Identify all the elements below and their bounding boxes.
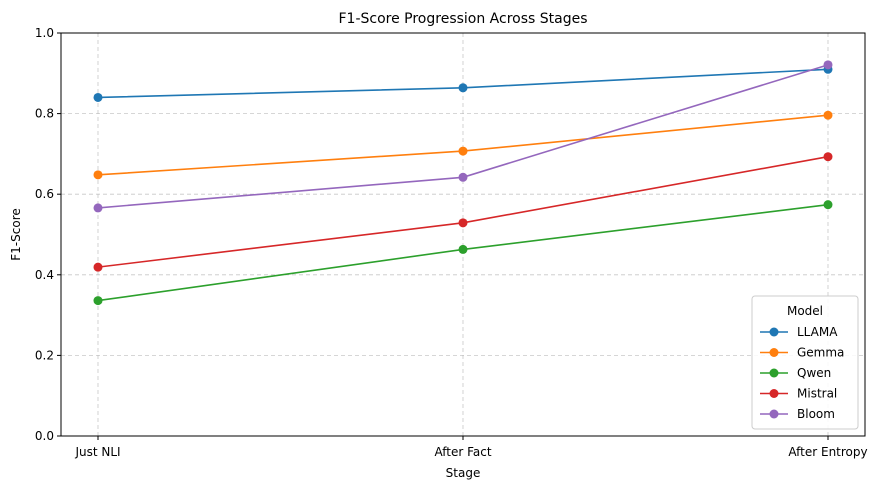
legend-marker-mistral: [769, 389, 779, 398]
data-point-bloom: [93, 203, 103, 213]
legend-marker-gemma: [769, 348, 779, 357]
data-point-gemma: [93, 170, 103, 180]
legend-label-bloom: Bloom: [797, 407, 835, 421]
data-point-bloom: [458, 172, 468, 182]
legend-label-llama: LLAMA: [797, 325, 838, 339]
y-tick-label: 0.6: [35, 187, 54, 201]
data-point-qwen: [823, 200, 833, 210]
legend-label-qwen: Qwen: [797, 366, 831, 380]
x-tick-label: After Fact: [434, 445, 491, 459]
data-point-mistral: [823, 152, 833, 162]
grid: [61, 32, 865, 437]
y-axis-label: F1-Score: [9, 208, 23, 260]
plot-frame: [60, 32, 866, 437]
y-tick-label: 0.2: [35, 348, 54, 362]
legend-label-mistral: Mistral: [797, 387, 837, 401]
legend-box: [751, 295, 859, 430]
legend-label-gemma: Gemma: [797, 346, 844, 360]
chart-title: F1-Score Progression Across Stages: [338, 11, 587, 27]
y-tick-label: 1.0: [35, 26, 54, 40]
data-point-qwen: [93, 296, 103, 306]
series-group: [93, 60, 833, 306]
data-point-bloom: [823, 60, 833, 70]
y-tick-label: 0.0: [35, 429, 54, 443]
data-point-gemma: [823, 110, 833, 120]
x-tick-label: Just NLI: [74, 445, 120, 459]
legend: Model LLAMA Gemma Qwen Mistral Bloom: [751, 295, 859, 430]
y-tick-label: 0.4: [35, 268, 54, 282]
x-axis-ticks: Just NLI After Fact After Entropy: [74, 436, 868, 459]
legend-marker-bloom: [769, 409, 779, 419]
data-point-llama: [458, 83, 468, 93]
data-point-mistral: [458, 218, 468, 228]
legend-marker-qwen: [769, 368, 779, 378]
legend-title: Model: [787, 304, 823, 318]
data-point-mistral: [93, 262, 103, 272]
x-tick-label: After Entropy: [788, 445, 867, 459]
y-axis-ticks: 0.0 0.2 0.4 0.6 0.8 1.0: [35, 26, 61, 443]
data-point-llama: [93, 92, 103, 102]
legend-marker-llama: [769, 327, 779, 337]
y-tick-label: 0.8: [35, 107, 54, 121]
data-point-qwen: [458, 244, 468, 254]
x-axis-label: Stage: [446, 466, 481, 480]
data-point-gemma: [458, 146, 468, 156]
